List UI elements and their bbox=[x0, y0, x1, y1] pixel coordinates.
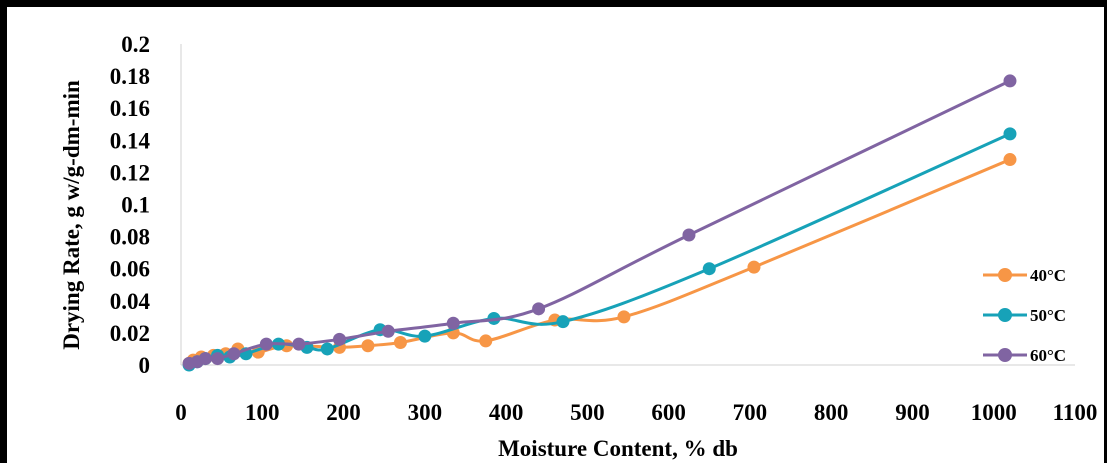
y-axis-ticks: 0 0.02 0.04 0.06 0.08 0.1 0.12 0.14 0.16 0.18 0.2 bbox=[110, 32, 151, 378]
series-line bbox=[188, 132, 1011, 367]
y-tick-label: 0.08 bbox=[110, 225, 150, 250]
data-point bbox=[227, 347, 241, 361]
legend-label: 40°C bbox=[1030, 266, 1066, 285]
legend-swatch-marker bbox=[998, 348, 1012, 362]
x-tick-label: 700 bbox=[733, 400, 768, 425]
series-3 bbox=[182, 74, 1017, 370]
y-tick-label: 0 bbox=[139, 353, 151, 378]
y-tick-label: 0.02 bbox=[110, 321, 150, 346]
x-tick-label: 900 bbox=[895, 400, 930, 425]
data-point bbox=[393, 336, 407, 350]
x-tick-label: 300 bbox=[408, 400, 443, 425]
legend: 40°C 50°C 60°C bbox=[983, 266, 1066, 365]
data-point bbox=[617, 310, 631, 324]
x-axis-title: Moisture Content, % db bbox=[498, 436, 738, 461]
legend-swatch-marker bbox=[998, 268, 1012, 282]
x-tick-label: 1000 bbox=[971, 400, 1017, 425]
legend-swatch-marker bbox=[998, 308, 1012, 322]
y-axis-title: Drying Rate, g w/g-dm-min bbox=[59, 80, 84, 350]
y-tick-label: 0.1 bbox=[121, 193, 150, 218]
x-tick-label: 100 bbox=[245, 400, 280, 425]
data-point bbox=[292, 337, 306, 351]
data-point bbox=[747, 260, 761, 274]
y-tick-label: 0.2 bbox=[121, 32, 150, 57]
data-point bbox=[418, 329, 432, 343]
data-point bbox=[556, 315, 570, 329]
x-tick-label: 400 bbox=[489, 400, 524, 425]
x-tick-label: 0 bbox=[175, 400, 187, 425]
y-tick-label: 0.04 bbox=[110, 289, 151, 314]
series-2 bbox=[182, 127, 1017, 372]
legend-label: 60°C bbox=[1030, 346, 1066, 365]
legend-label: 50°C bbox=[1030, 306, 1066, 325]
data-point bbox=[332, 332, 346, 346]
data-point bbox=[361, 339, 375, 353]
x-axis-ticks: 0 100 200 300 400 500 600 700 800 900 1000 1100 bbox=[175, 400, 1097, 425]
data-point bbox=[1003, 127, 1017, 141]
y-tick-label: 0.18 bbox=[110, 64, 150, 89]
data-point bbox=[446, 316, 460, 330]
data-point bbox=[259, 337, 273, 351]
series-1 bbox=[182, 153, 1017, 370]
y-tick-label: 0.12 bbox=[110, 160, 150, 185]
x-tick-label: 1100 bbox=[1053, 400, 1098, 425]
x-tick-label: 200 bbox=[326, 400, 361, 425]
data-point bbox=[198, 352, 212, 366]
data-point bbox=[211, 352, 225, 366]
series-layer bbox=[182, 74, 1017, 372]
data-point bbox=[1003, 74, 1017, 88]
data-point bbox=[479, 334, 493, 348]
x-tick-label: 800 bbox=[814, 400, 849, 425]
x-tick-label: 500 bbox=[570, 400, 605, 425]
data-point bbox=[532, 302, 546, 316]
data-point bbox=[381, 324, 395, 338]
data-point bbox=[320, 342, 334, 356]
y-tick-label: 0.14 bbox=[110, 128, 151, 153]
data-point bbox=[702, 262, 716, 276]
data-point bbox=[682, 228, 696, 242]
x-tick-label: 600 bbox=[651, 400, 686, 425]
data-point bbox=[1003, 153, 1017, 167]
y-tick-label: 0.16 bbox=[110, 96, 150, 121]
y-tick-label: 0.06 bbox=[110, 257, 150, 282]
